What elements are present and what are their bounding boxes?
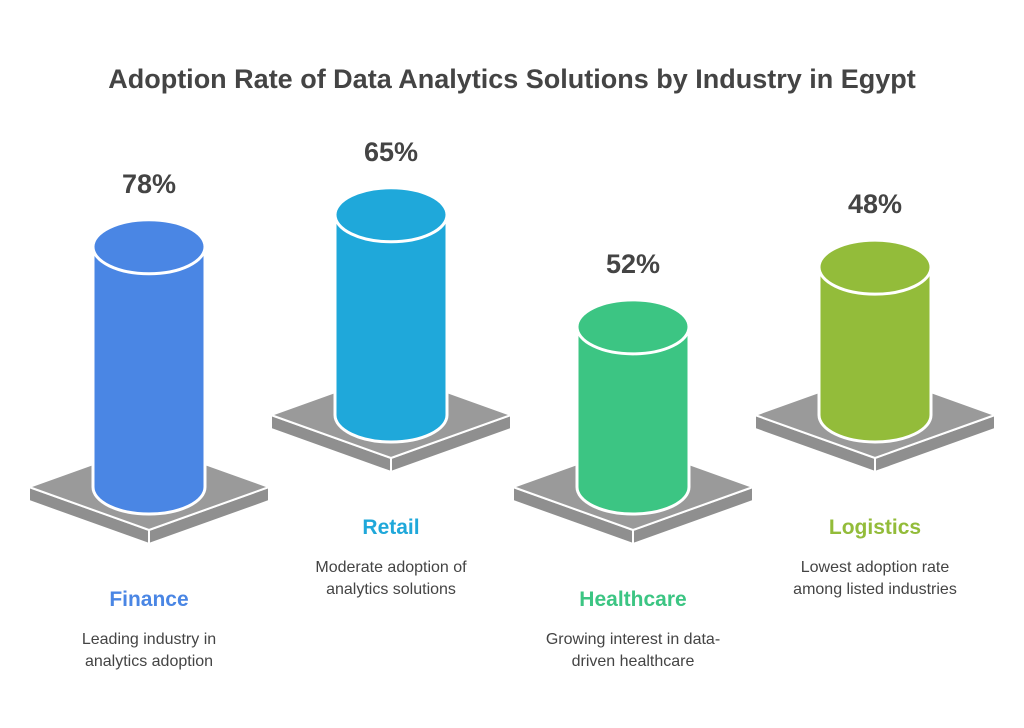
category-label: Logistics — [829, 516, 921, 539]
chart-title: Adoption Rate of Data Analytics Solution… — [108, 64, 916, 94]
value-label: 65% — [364, 137, 418, 167]
cylinder-body — [91, 245, 207, 516]
value-label: 52% — [606, 249, 660, 279]
value-label: 78% — [122, 169, 176, 199]
bar-finance: 78% Finance Leading industry in analytics a… — [26, 169, 272, 670]
cylinder-top — [817, 238, 933, 296]
cylinder-body — [575, 325, 691, 516]
description-line: Leading industry in — [82, 631, 216, 648]
description-line: among listed industries — [793, 581, 957, 598]
cylinder-body — [817, 265, 933, 444]
description-line: analytics solutions — [326, 581, 456, 598]
description-line: Growing interest in data- — [546, 631, 720, 648]
bar-logistics: 48% Logistics Lowest adoption rate among li… — [752, 189, 998, 598]
cylinder-top — [91, 218, 207, 276]
category-label: Retail — [362, 516, 419, 539]
description-line: Moderate adoption of — [315, 559, 467, 576]
category-label: Healthcare — [579, 588, 686, 611]
cylinder-top — [575, 298, 691, 356]
description-line: analytics adoption — [85, 653, 213, 670]
description-line: Lowest adoption rate — [801, 559, 950, 576]
description-line: driven healthcare — [572, 653, 695, 670]
cylinder-body — [333, 213, 449, 444]
value-label: 48% — [848, 189, 902, 219]
bar-healthcare: 52% Healthcare Growing interest in data-dr… — [510, 249, 756, 670]
category-label: Finance — [109, 588, 188, 611]
bar-retail: 65% Retail Moderate adoption of analytics s… — [268, 137, 514, 598]
cylinder-top — [333, 186, 449, 244]
